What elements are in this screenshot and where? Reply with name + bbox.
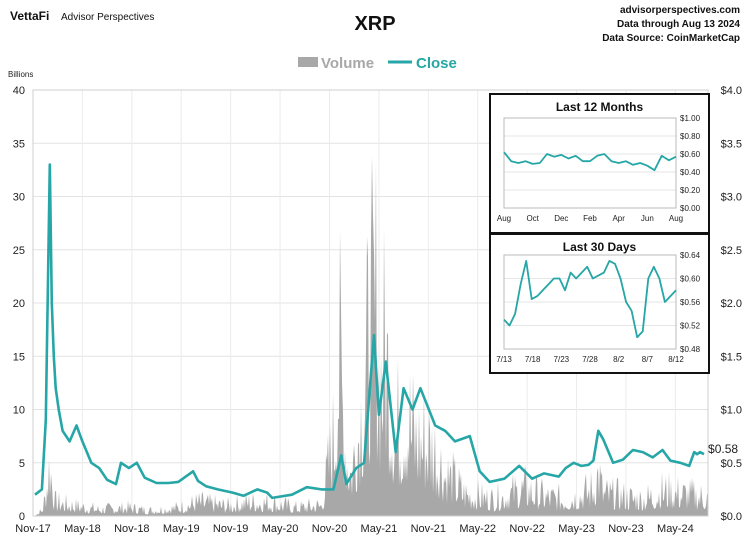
inset-2-x-tick-0: 7/13 xyxy=(496,355,512,364)
x-tick-7: May-21 xyxy=(361,523,398,535)
legend-close-label: Close xyxy=(416,55,457,72)
x-tick-13: May-24 xyxy=(657,523,694,535)
left-y-tick-8: 40 xyxy=(13,85,25,97)
x-tick-2: Nov-18 xyxy=(114,523,149,535)
right-y-tick-6: $3.0 xyxy=(721,192,742,204)
left-y-tick-5: 25 xyxy=(13,245,25,257)
inset-1-y-tick-0: $0.00 xyxy=(680,204,701,213)
left-y-tick-2: 10 xyxy=(13,405,25,417)
inset-2-close-line xyxy=(503,259,677,339)
inset-1-x-tick-1: Oct xyxy=(526,214,539,223)
legend-volume-label: Volume xyxy=(321,55,374,72)
left-y-tick-1: 5 xyxy=(19,458,25,470)
inset-1-x-tick-6: Aug xyxy=(669,214,683,223)
inset-1-frame xyxy=(489,93,710,234)
right-y-tick-8: $4.0 xyxy=(721,85,742,97)
inset-2-title: Last 30 Days xyxy=(563,240,637,254)
x-tick-3: May-19 xyxy=(163,523,200,535)
chart-title: XRP xyxy=(354,13,395,35)
source-line-2: Data through Aug 13 2024 xyxy=(617,19,740,30)
close-price-line xyxy=(34,163,705,500)
inset-2-x-tick-2: 7/23 xyxy=(554,355,570,364)
left-y-tick-7: 35 xyxy=(13,138,25,150)
last-value-label: $0.58 xyxy=(708,442,738,456)
inset-2-y-tick-3: $0.60 xyxy=(680,275,701,284)
inset-2-x-tick-5: 8/7 xyxy=(642,355,654,364)
inset-2-x-tick-1: 7/18 xyxy=(525,355,541,364)
right-y-tick-7: $3.5 xyxy=(721,138,742,150)
x-tick-8: Nov-21 xyxy=(411,523,446,535)
source-line-1: advisorperspectives.com xyxy=(620,5,740,16)
inset-1-close-line xyxy=(503,151,677,172)
right-y-tick-2: $1.0 xyxy=(721,405,742,417)
inset-1-x-tick-4: Apr xyxy=(612,214,625,223)
left-y-tick-3: 15 xyxy=(13,351,25,363)
brand-subtitle: Advisor Perspectives xyxy=(61,12,154,23)
x-tick-6: Nov-20 xyxy=(312,523,347,535)
left-y-tick-6: 30 xyxy=(13,192,25,204)
legend-volume-swatch xyxy=(298,57,318,67)
inset-2-y-tick-0: $0.48 xyxy=(680,345,701,354)
volume-area xyxy=(33,156,708,517)
right-y-tick-3: $1.5 xyxy=(721,351,742,363)
inset-1-x-tick-0: Aug xyxy=(497,214,511,223)
right-y-tick-4: $2.0 xyxy=(721,298,742,310)
right-y-tick-0: $0.0 xyxy=(721,511,742,523)
inset-1-x-tick-5: Jun xyxy=(641,214,654,223)
inset-2-x-tick-3: 7/28 xyxy=(582,355,598,364)
x-tick-5: May-20 xyxy=(262,523,299,535)
inset-1-plot-border xyxy=(503,117,677,209)
inset-2-plot-border xyxy=(503,254,677,350)
inset-2-frame xyxy=(489,233,710,374)
inset-2-x-tick-6: 8/12 xyxy=(668,355,684,364)
x-tick-9: May-22 xyxy=(459,523,496,535)
source-line-3: Data Source: CoinMarketCap xyxy=(602,33,740,44)
brand-logo-text: VettaFi xyxy=(10,9,49,23)
inset-2-x-tick-4: 8/2 xyxy=(613,355,625,364)
inset-1-y-tick-3: $0.60 xyxy=(680,150,701,159)
x-tick-10: Nov-22 xyxy=(509,523,544,535)
inset-1-x-tick-3: Feb xyxy=(583,214,597,223)
x-tick-1: May-18 xyxy=(64,523,101,535)
inset-1-y-tick-1: $0.20 xyxy=(680,186,701,195)
inset-1-y-tick-4: $0.80 xyxy=(680,132,701,141)
inset-2-y-tick-1: $0.52 xyxy=(680,322,701,331)
inset-2-y-tick-2: $0.56 xyxy=(680,298,701,307)
x-tick-4: Nov-19 xyxy=(213,523,248,535)
left-axis-unit: Billions xyxy=(8,70,33,79)
left-y-tick-4: 20 xyxy=(13,298,25,310)
right-y-tick-5: $2.5 xyxy=(721,245,742,257)
right-y-tick-1: $0.5 xyxy=(721,458,742,470)
x-tick-12: Nov-23 xyxy=(608,523,643,535)
inset-1-title: Last 12 Months xyxy=(556,100,644,114)
inset-1-y-tick-2: $0.40 xyxy=(680,168,701,177)
inset-2-y-tick-4: $0.64 xyxy=(680,251,701,260)
x-tick-0: Nov-17 xyxy=(15,523,50,535)
inset-1-x-tick-2: Dec xyxy=(554,214,568,223)
left-y-tick-0: 0 xyxy=(19,511,25,523)
x-tick-11: May-23 xyxy=(558,523,595,535)
inset-1-y-tick-5: $1.00 xyxy=(680,114,701,123)
